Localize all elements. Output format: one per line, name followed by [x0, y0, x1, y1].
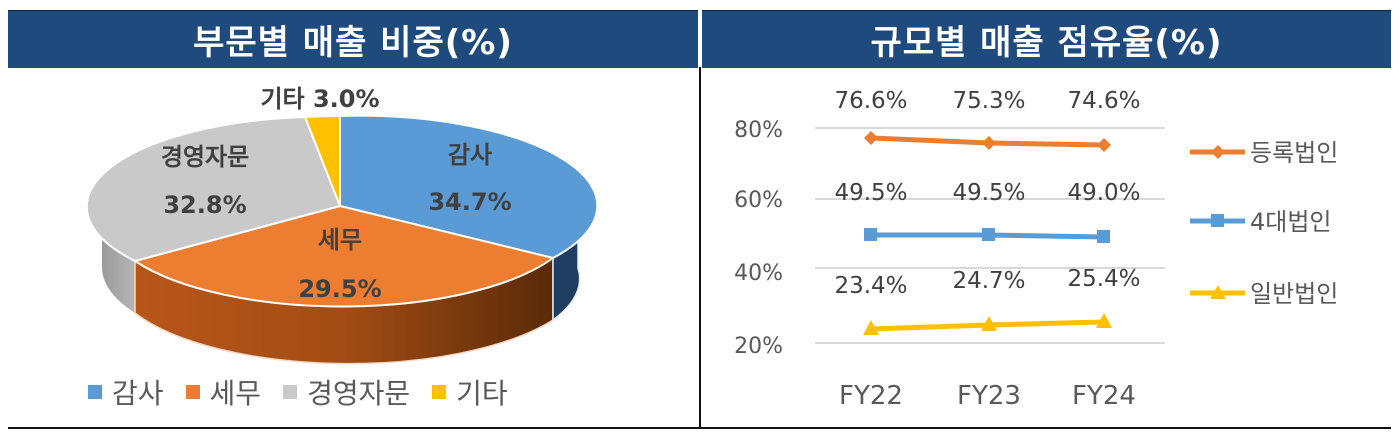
label-advisory-name: 경영자문	[161, 143, 249, 171]
slice-advisory	[85, 115, 342, 263]
data-label: 25.4%	[1067, 266, 1140, 292]
triangle-marker-icon	[1210, 285, 1226, 299]
y-tick: 80%	[734, 118, 783, 143]
legend-swatch-icon	[283, 385, 298, 399]
pie-legend: 감사 세무 경영자문 기타	[88, 372, 520, 412]
legend-item-other: 기타	[432, 372, 508, 412]
legend-label-big4: 4대법인	[1250, 208, 1332, 236]
label-tax-value: 29.5%	[298, 275, 381, 303]
panel-divider	[699, 67, 701, 428]
legend-label-registered: 등록법인	[1250, 139, 1338, 167]
legend-label: 세무	[209, 377, 262, 410]
x-tick: FY22	[839, 381, 903, 411]
square-marker-icon	[1211, 214, 1224, 227]
data-label: 49.5%	[952, 180, 1025, 206]
diamond-marker-icon	[1211, 145, 1225, 159]
label-tax-name: 세무	[318, 226, 362, 254]
label-audit-value: 34.7%	[428, 188, 511, 216]
legend-swatch-icon	[432, 385, 447, 399]
left-chart-title: 부문별 매출 비중(%)	[8, 10, 698, 68]
data-label: 24.7%	[952, 268, 1025, 294]
data-label: 74.6%	[1067, 88, 1140, 114]
data-label: 49.0%	[1067, 180, 1140, 206]
label-advisory-value: 32.8%	[163, 191, 246, 219]
pie-chart: 감사 34.7% 세무 29.5% 경영자문 32.8% 기타 3.0%	[85, 85, 599, 365]
legend-item-tax: 세무	[185, 372, 262, 412]
data-label: 75.3%	[952, 88, 1025, 114]
gridlines	[815, 127, 1165, 344]
legend-swatch-icon	[185, 385, 200, 399]
right-chart-title: 규모별 매출 점유율(%)	[702, 10, 1391, 68]
y-tick: 20%	[734, 334, 783, 359]
data-label: 76.6%	[834, 88, 907, 114]
series-big4	[864, 228, 1110, 243]
slice-other	[303, 114, 341, 207]
legend-item-audit: 감사	[88, 372, 164, 412]
series-registered	[864, 131, 1111, 152]
line-legend	[1190, 145, 1245, 299]
label-other: 기타 3.0%	[260, 85, 379, 113]
pie-top	[85, 114, 599, 308]
x-tick: FY23	[957, 381, 1021, 411]
y-tick: 40%	[734, 261, 783, 286]
x-tick: FY24	[1072, 381, 1136, 411]
legend-label: 기타	[456, 377, 508, 410]
legend-label: 감사	[112, 377, 164, 410]
legend-swatch-icon	[88, 385, 102, 399]
series-general	[863, 313, 1112, 335]
legend-label-general: 일반법인	[1250, 280, 1338, 308]
label-audit-name: 감사	[448, 141, 492, 169]
y-tick: 60%	[734, 188, 783, 213]
slice-tax	[132, 204, 556, 308]
data-label: 23.4%	[834, 273, 907, 299]
legend-label: 경영자문	[307, 377, 411, 410]
bottom-border	[8, 427, 1391, 429]
data-label: 49.5%	[834, 180, 907, 206]
slice-audit	[339, 114, 599, 260]
legend-item-advisory: 경영자문	[283, 372, 410, 412]
